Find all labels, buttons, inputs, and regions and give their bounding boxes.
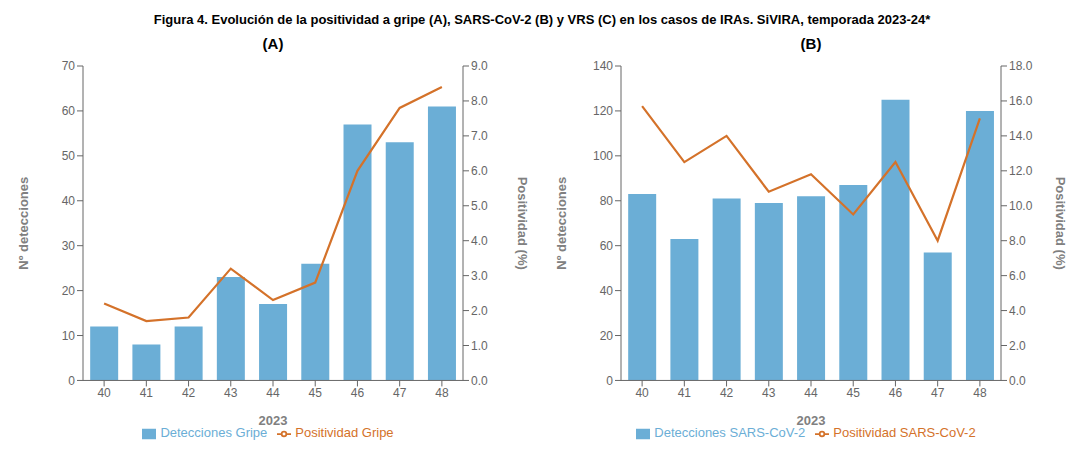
svg-text:10.0: 10.0 [1009, 199, 1033, 213]
svg-text:47: 47 [393, 386, 407, 400]
svg-text:45: 45 [847, 386, 861, 400]
html-text:Figura 4. Evolución de la posi: Figura 4. Evolución de la positividad a … [153, 12, 931, 27]
svg-text:60: 60 [600, 239, 614, 253]
svg-text:14.0: 14.0 [1009, 129, 1033, 143]
svg-text:Nº detecciones: Nº detecciones [554, 177, 569, 270]
svg-text:6.0: 6.0 [1009, 269, 1026, 283]
svg-text:18.0: 18.0 [1009, 59, 1033, 73]
svg-text:16.0: 16.0 [1009, 94, 1033, 108]
svg-text:70: 70 [62, 59, 76, 73]
svg-text:120: 120 [593, 104, 613, 118]
svg-text:0: 0 [68, 374, 75, 388]
svg-text:47: 47 [931, 386, 945, 400]
svg-text:Positividad (%): Positividad (%) [515, 177, 530, 270]
svg-text:48: 48 [973, 386, 987, 400]
svg-text:2023: 2023 [259, 413, 288, 428]
svg-text:8.0: 8.0 [471, 94, 488, 108]
svg-text:4.0: 4.0 [471, 234, 488, 248]
html-text:(B): (B) [800, 35, 822, 52]
svg-text:43: 43 [224, 386, 238, 400]
svg-text:0.0: 0.0 [1009, 374, 1026, 388]
svg-text:40: 40 [600, 284, 614, 298]
svg-text:8.0: 8.0 [1009, 234, 1026, 248]
svg-text:20: 20 [600, 329, 614, 343]
svg-text:9.0: 9.0 [471, 59, 488, 73]
svg-text:46: 46 [889, 386, 903, 400]
svg-text:4.0: 4.0 [1009, 304, 1026, 318]
svg-text:42: 42 [182, 386, 196, 400]
svg-text:Positividad (%): Positividad (%) [1053, 177, 1068, 270]
svg-text:44: 44 [804, 386, 818, 400]
svg-text:0.0: 0.0 [471, 374, 488, 388]
html-text:Detecciones Gripe: Detecciones Gripe [160, 425, 268, 441]
svg-text:100: 100 [593, 149, 613, 163]
html-text:Positividad Gripe: Positividad Gripe [295, 425, 394, 441]
svg-text:2.0: 2.0 [1009, 339, 1026, 353]
html-text:Detecciones SARS-CoV-2: Detecciones SARS-CoV-2 [654, 425, 806, 441]
svg-text:41: 41 [678, 386, 692, 400]
svg-text:40: 40 [97, 386, 111, 400]
svg-text:2023: 2023 [797, 413, 826, 428]
svg-text:140: 140 [593, 59, 613, 73]
svg-text:40: 40 [62, 194, 76, 208]
svg-text:2.0: 2.0 [471, 304, 488, 318]
svg-text:46: 46 [351, 386, 365, 400]
svg-text:80: 80 [600, 194, 614, 208]
svg-text:Nº detecciones: Nº detecciones [16, 177, 31, 270]
svg-text:20: 20 [62, 284, 76, 298]
svg-text:5.0: 5.0 [471, 199, 488, 213]
svg-text:12.0: 12.0 [1009, 164, 1033, 178]
svg-text:48: 48 [435, 386, 449, 400]
svg-text:6.0: 6.0 [471, 164, 488, 178]
svg-text:10: 10 [62, 329, 76, 343]
svg-text:0: 0 [606, 374, 613, 388]
svg-text:41: 41 [140, 386, 154, 400]
svg-text:42: 42 [720, 386, 734, 400]
svg-text:3.0: 3.0 [471, 269, 488, 283]
html-text:Positividad SARS-CoV-2: Positividad SARS-CoV-2 [833, 425, 976, 441]
svg-text:7.0: 7.0 [471, 129, 488, 143]
svg-text:40: 40 [635, 386, 649, 400]
html-text:(A): (A) [262, 35, 284, 52]
svg-text:44: 44 [266, 386, 280, 400]
svg-text:30: 30 [62, 239, 76, 253]
svg-text:43: 43 [762, 386, 776, 400]
svg-text:50: 50 [62, 149, 76, 163]
svg-text:1.0: 1.0 [471, 339, 488, 353]
svg-text:45: 45 [309, 386, 323, 400]
svg-text:60: 60 [62, 104, 76, 118]
